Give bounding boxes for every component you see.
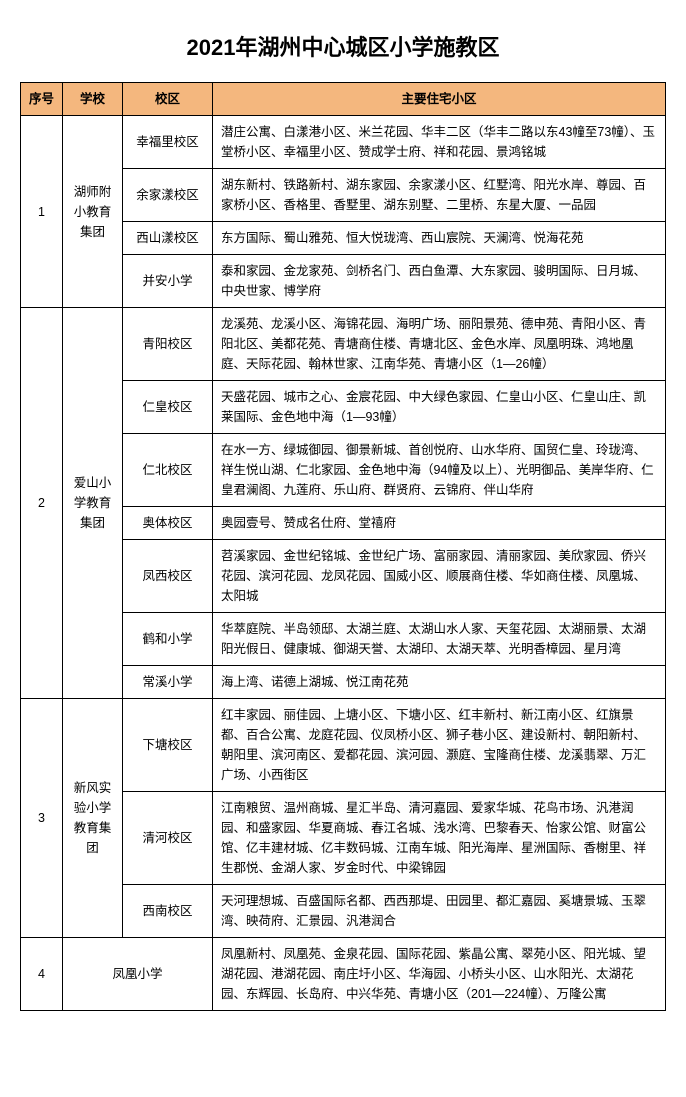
cell-zone: 海上湾、诺德上湖城、悦江南花苑 [213, 666, 666, 699]
table-row: 3新风实验小学教育集团下塘校区红丰家园、丽佳园、上塘小区、下塘小区、红丰新村、新… [21, 699, 666, 792]
cell-zone: 湖东新村、铁路新村、湖东家园、余家漾小区、红墅湾、阳光水岸、尊园、百家桥小区、香… [213, 169, 666, 222]
cell-campus: 清河校区 [123, 792, 213, 885]
col-campus: 校区 [123, 83, 213, 116]
cell-zone: 潜庄公寓、白漾港小区、米兰花园、华丰二区（华丰二路以东43幢至73幢）、玉堂桥小… [213, 116, 666, 169]
cell-campus: 幸福里校区 [123, 116, 213, 169]
page-title: 2021年湖州中心城区小学施教区 [20, 30, 666, 62]
cell-seq: 1 [21, 116, 63, 308]
cell-zone: 华萃庭院、半岛领邸、太湖兰庭、太湖山水人家、天玺花园、太湖丽景、太湖阳光假日、健… [213, 613, 666, 666]
cell-school: 新风实验小学教育集团 [63, 699, 123, 938]
cell-school: 湖师附小教育集团 [63, 116, 123, 308]
cell-campus: 下塘校区 [123, 699, 213, 792]
cell-zone: 在水一方、绿城御园、御景新城、首创悦府、山水华府、国贸仁皇、玲珑湾、祥生悦山湖、… [213, 434, 666, 507]
cell-school: 爱山小学教育集团 [63, 308, 123, 699]
cell-seq: 4 [21, 938, 63, 1011]
table-row: 2爱山小学教育集团青阳校区龙溪苑、龙溪小区、海锦花园、海明广场、丽阳景苑、德申苑… [21, 308, 666, 381]
cell-seq: 3 [21, 699, 63, 938]
school-district-table: 序号 学校 校区 主要住宅小区 1湖师附小教育集团幸福里校区潜庄公寓、白漾港小区… [20, 82, 666, 1011]
cell-campus: 并安小学 [123, 255, 213, 308]
cell-campus: 青阳校区 [123, 308, 213, 381]
cell-campus: 西山漾校区 [123, 222, 213, 255]
cell-campus: 仁皇校区 [123, 381, 213, 434]
cell-zone: 泰和家园、金龙家苑、剑桥名门、西白鱼潭、大东家园、骏明国际、日月城、中央世家、博… [213, 255, 666, 308]
cell-zone: 凤凰新村、凤凰苑、金泉花园、国际花园、紫晶公寓、翠苑小区、阳光城、望湖花园、港湖… [213, 938, 666, 1011]
cell-zone: 奥园壹号、赞成名仕府、堂禧府 [213, 507, 666, 540]
col-seq: 序号 [21, 83, 63, 116]
cell-seq: 2 [21, 308, 63, 699]
col-school: 学校 [63, 83, 123, 116]
cell-zone: 天盛花园、城市之心、金宸花园、中大绿色家园、仁皇山小区、仁皇山庄、凯莱国际、金色… [213, 381, 666, 434]
cell-campus: 鹤和小学 [123, 613, 213, 666]
col-zone: 主要住宅小区 [213, 83, 666, 116]
cell-zone: 江南粮贸、温州商城、星汇半岛、清河嘉园、爱家华城、花鸟市场、汎港润园、和盛家园、… [213, 792, 666, 885]
cell-zone: 龙溪苑、龙溪小区、海锦花园、海明广场、丽阳景苑、德申苑、青阳小区、青阳北区、美都… [213, 308, 666, 381]
table-row: 4凤凰小学凤凰新村、凤凰苑、金泉花园、国际花园、紫晶公寓、翠苑小区、阳光城、望湖… [21, 938, 666, 1011]
cell-zone: 苕溪家园、金世纪铭城、金世纪广场、富丽家园、清丽家园、美欣家园、侨兴花园、滨河花… [213, 540, 666, 613]
cell-campus: 西南校区 [123, 885, 213, 938]
cell-zone: 红丰家园、丽佳园、上塘小区、下塘小区、红丰新村、新江南小区、红旗景都、百合公寓、… [213, 699, 666, 792]
cell-school: 凤凰小学 [63, 938, 213, 1011]
cell-campus: 凤西校区 [123, 540, 213, 613]
cell-campus: 仁北校区 [123, 434, 213, 507]
cell-campus: 常溪小学 [123, 666, 213, 699]
table-header-row: 序号 学校 校区 主要住宅小区 [21, 83, 666, 116]
cell-campus: 奥体校区 [123, 507, 213, 540]
table-row: 1湖师附小教育集团幸福里校区潜庄公寓、白漾港小区、米兰花园、华丰二区（华丰二路以… [21, 116, 666, 169]
cell-zone: 东方国际、蜀山雅苑、恒大悦珑湾、西山宸院、天澜湾、悦海花苑 [213, 222, 666, 255]
cell-campus: 余家漾校区 [123, 169, 213, 222]
cell-zone: 天河理想城、百盛国际名都、西西那堤、田园里、都汇嘉园、奚塘景城、玉翠湾、映荷府、… [213, 885, 666, 938]
